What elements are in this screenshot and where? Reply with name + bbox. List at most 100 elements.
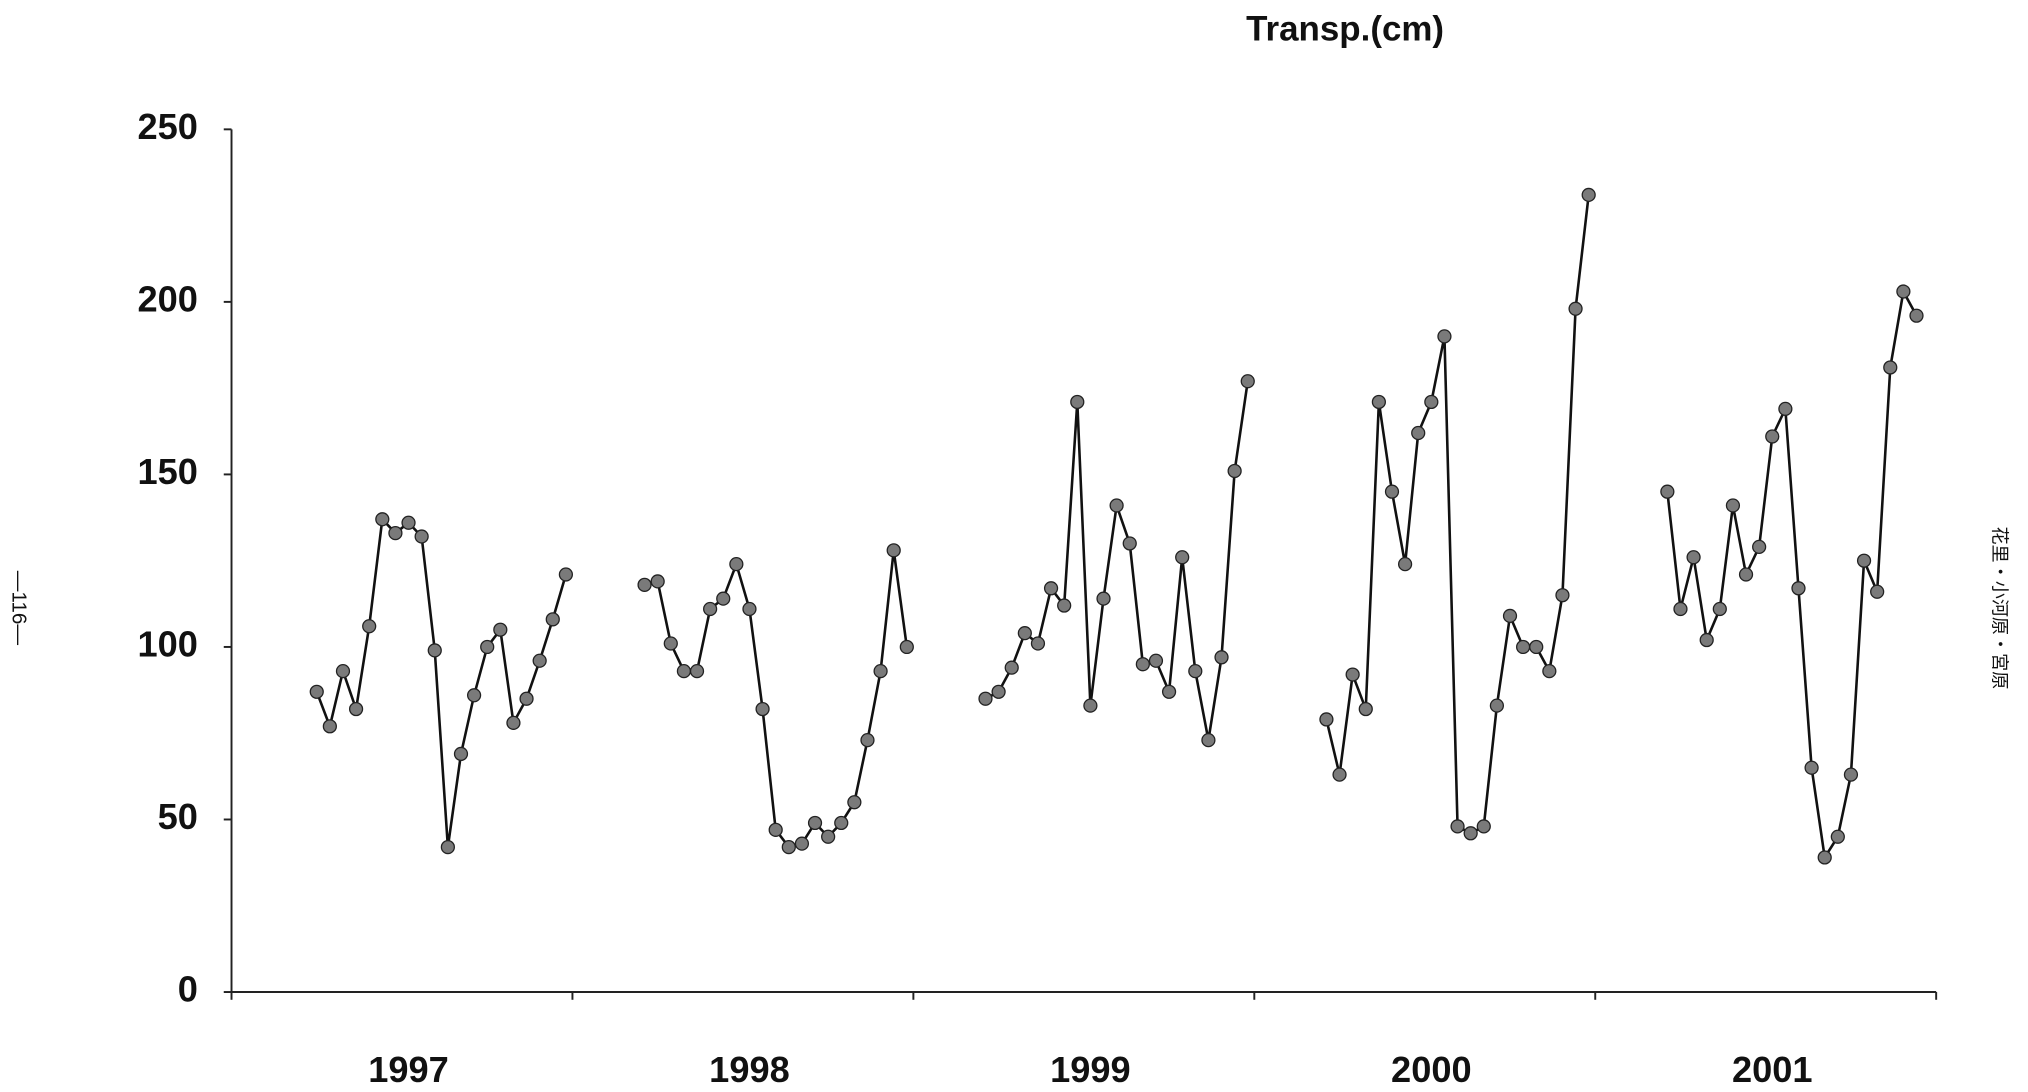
marker — [637, 577, 652, 592]
marker — [1804, 760, 1819, 775]
marker — [991, 684, 1006, 699]
marker — [1201, 733, 1216, 748]
marker — [453, 746, 469, 762]
y-tick-label: 250 — [137, 106, 197, 147]
marker — [1725, 498, 1741, 513]
marker — [834, 815, 849, 831]
marker — [886, 543, 901, 558]
marker — [1568, 301, 1583, 316]
marker — [978, 691, 993, 706]
marker — [1542, 663, 1557, 679]
marker — [794, 836, 810, 851]
marker — [716, 591, 731, 606]
marker — [375, 512, 390, 527]
page-number: —116— — [8, 571, 31, 646]
marker — [1489, 698, 1505, 713]
marker — [1188, 663, 1203, 679]
marker — [1017, 626, 1032, 641]
marker — [1581, 187, 1596, 203]
marker — [703, 601, 718, 617]
marker — [480, 639, 495, 655]
marker — [847, 795, 862, 810]
marker — [1371, 394, 1386, 410]
marker — [1529, 639, 1544, 655]
marker — [1109, 498, 1124, 513]
marker — [1738, 567, 1754, 582]
marker — [1161, 684, 1177, 699]
marker — [1057, 598, 1072, 613]
marker — [873, 663, 888, 679]
marker — [427, 643, 442, 658]
marker — [1214, 650, 1229, 665]
marker — [335, 663, 351, 679]
marker — [729, 557, 744, 572]
marker — [1384, 484, 1400, 499]
marker — [1397, 557, 1413, 572]
y-tick-label: 150 — [137, 451, 197, 492]
marker — [1411, 425, 1426, 441]
marker — [401, 515, 416, 530]
authors: 花里・小河原・宮原 — [1989, 526, 2009, 689]
marker — [1122, 536, 1137, 551]
y-tick-label: 50 — [158, 796, 198, 837]
marker — [1424, 394, 1439, 410]
marker — [1437, 329, 1452, 344]
line — [315, 194, 1918, 862]
marker — [1765, 429, 1780, 444]
marker — [755, 701, 770, 717]
marker — [1883, 360, 1898, 375]
x-tick-label: 1998 — [709, 1049, 790, 1090]
marker — [309, 684, 324, 699]
marker — [1673, 601, 1688, 617]
marker — [1555, 588, 1570, 603]
marker — [807, 815, 823, 831]
marker — [388, 525, 403, 541]
marker — [1870, 584, 1885, 599]
chart-title: Transp.(cm) — [1246, 9, 1444, 48]
marker — [1240, 374, 1255, 389]
marker — [1463, 826, 1478, 841]
marker — [1909, 308, 1924, 323]
marker — [1778, 401, 1793, 416]
marker — [1358, 701, 1373, 717]
y-tick-label: 0 — [178, 969, 198, 1010]
marker — [1227, 463, 1242, 479]
y-tick-label: 100 — [137, 624, 197, 665]
marker — [1450, 819, 1465, 834]
marker — [1699, 632, 1714, 648]
marker — [650, 574, 665, 589]
marker — [1135, 657, 1150, 672]
marker — [558, 567, 574, 582]
marker — [1843, 767, 1859, 782]
marker — [1345, 667, 1360, 682]
marker — [519, 691, 534, 706]
marker — [1712, 601, 1727, 617]
marker — [1332, 767, 1347, 782]
marker — [899, 639, 914, 655]
x-tick-label: 2000 — [1391, 1049, 1472, 1090]
marker — [1096, 591, 1111, 606]
marker — [322, 719, 337, 734]
marker — [440, 839, 455, 855]
marker — [1791, 581, 1806, 596]
marker — [1043, 581, 1059, 596]
marker — [676, 663, 692, 679]
marker — [1476, 819, 1491, 834]
marker — [348, 701, 364, 717]
marker — [1896, 284, 1911, 299]
marker — [1175, 550, 1190, 565]
marker — [532, 653, 547, 668]
marker — [493, 622, 508, 637]
marker — [1148, 653, 1164, 668]
marker — [860, 733, 875, 748]
marker — [1830, 829, 1845, 844]
marker — [1660, 484, 1675, 499]
marker — [545, 612, 560, 627]
marker — [506, 715, 521, 730]
marker — [768, 822, 783, 837]
marker — [821, 829, 836, 844]
marker — [1817, 850, 1832, 865]
y-tick-label: 200 — [137, 278, 197, 319]
